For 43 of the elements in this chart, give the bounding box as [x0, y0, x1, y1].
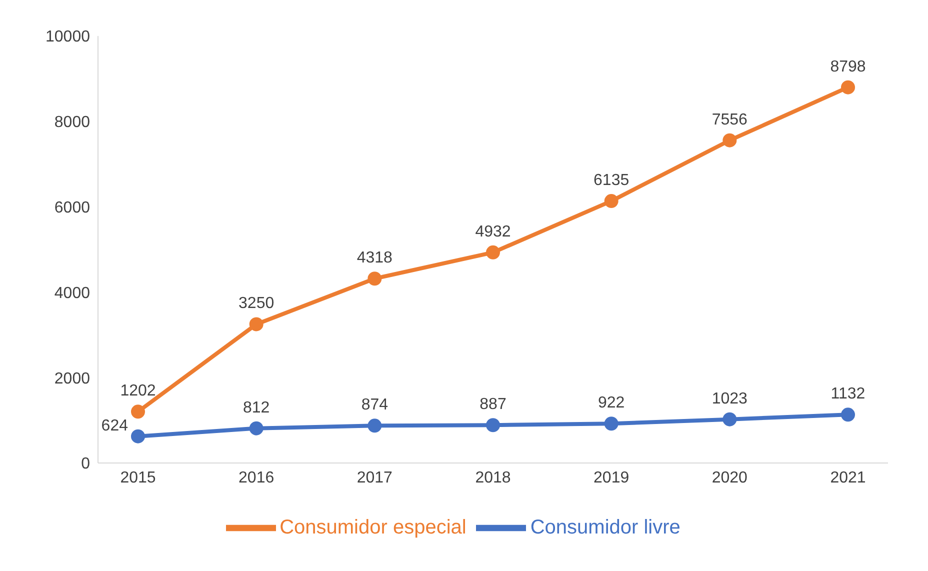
y-tick-label: 10000 [46, 28, 90, 46]
point [249, 421, 264, 436]
data-label: 8798 [830, 58, 866, 76]
x-tick-label: 2015 [120, 469, 156, 486]
point [486, 418, 500, 432]
point [131, 404, 145, 419]
x-tick-label: 2020 [712, 469, 748, 486]
point [722, 412, 737, 426]
legend-label: Consumidor especial [280, 516, 466, 538]
data-label: 624 [101, 417, 128, 434]
point [841, 408, 855, 422]
data-label: 3250 [238, 295, 274, 312]
point [604, 194, 618, 208]
legend-label: Consumidor livre [530, 516, 680, 538]
point [604, 416, 618, 431]
point [249, 317, 264, 332]
y-tick-label: 8000 [54, 114, 90, 132]
data-label: 1132 [830, 386, 866, 403]
y-tick-label: 4000 [54, 284, 90, 302]
point [368, 272, 382, 286]
point [841, 80, 855, 94]
y-tick-label: 0 [81, 456, 90, 473]
point [368, 418, 382, 433]
data-label: 812 [242, 399, 270, 416]
x-tick-label: 2021 [830, 469, 866, 486]
data-label: 7556 [712, 111, 748, 128]
y-tick-label: 6000 [54, 199, 90, 216]
data-label: 4932 [475, 223, 511, 240]
y-tick-label: 2000 [54, 370, 90, 388]
x-tick-label: 2019 [594, 469, 630, 486]
data-label: 887 [480, 396, 506, 414]
data-label: 6135 [594, 172, 630, 190]
point [131, 429, 145, 444]
x-tick-label: 2017 [356, 469, 393, 486]
point [722, 133, 737, 148]
x-tick-label: 2016 [238, 469, 274, 486]
data-label: 1023 [712, 390, 748, 408]
data-label: 874 [361, 396, 388, 414]
point [486, 245, 500, 260]
data-label: 922 [598, 394, 625, 412]
x-tick-label: 2018 [475, 469, 511, 486]
data-label: 4318 [356, 250, 393, 267]
data-label: 1202 [120, 382, 156, 400]
